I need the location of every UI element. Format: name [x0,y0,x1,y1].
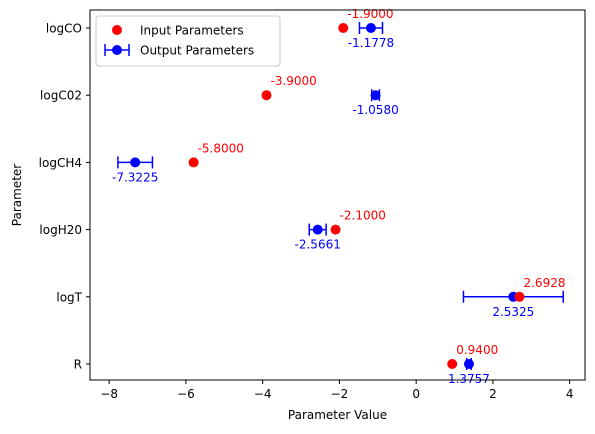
input-point [338,23,349,33]
x-axis: −8 −6 −4 −2 0 2 4 [100,380,573,401]
x-tick-label: 0 [412,387,420,401]
input-value-label: -1.9000 [347,7,393,21]
x-tick-label: 4 [566,387,574,401]
legend-box [95,15,281,67]
y-axis-title: Parameter [10,164,24,226]
output-value-label: -2.5661 [295,238,341,252]
legend-label-input: Input Parameters [140,24,244,38]
input-point [261,90,272,101]
input-point [188,157,199,168]
x-axis-title: Parameter Value [288,408,387,422]
output-point [312,224,323,235]
plot-frame [89,9,586,381]
y-tick-label: logT [56,290,82,304]
input-value-label: -3.9000 [271,74,317,88]
output-point [365,23,376,33]
input-point [330,224,341,235]
input-point [447,359,458,369]
output-value-label: -1.1778 [348,36,394,50]
x-tick-label: −8 [100,387,118,401]
x-tick-label: −2 [331,387,349,401]
x-tick-label: 2 [489,387,497,401]
x-tick-label: −6 [177,387,195,401]
input-point [514,291,525,302]
output-value-label: 1.3757 [448,372,490,386]
y-axis: logCO logC02 logCH4 logH20 logT R [39,22,90,372]
output-point [130,157,141,168]
output-point [370,90,381,101]
legend-marker-input [112,25,122,35]
legend-marker-output [112,45,122,55]
y-tick-label: logCO [46,22,82,36]
input-value-label: 0.9400 [456,343,498,357]
output-value-label: -1.0580 [352,103,398,117]
input-value-label: -5.8000 [198,141,244,155]
legend-label-output: Output Parameters [140,44,254,58]
output-value-label: -7.3225 [112,170,158,184]
x-tick-label: −4 [254,387,272,401]
output-point [463,359,474,369]
legend: Input Parameters Output Parameters [95,15,281,67]
y-tick-label: logC02 [40,89,82,103]
output-value-label: 2.5325 [492,305,534,319]
input-value-label: -2.1000 [340,209,386,223]
y-tick-label: logCH4 [39,156,82,170]
y-tick-label: R [74,358,82,372]
input-value-label: 2.6928 [523,276,565,290]
y-tick-label: logH20 [39,223,82,237]
